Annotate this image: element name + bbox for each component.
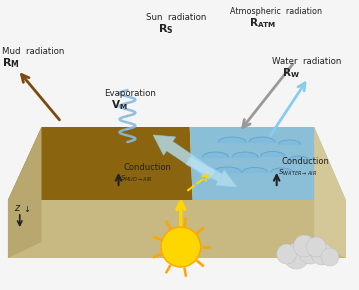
FancyArrow shape: [186, 156, 237, 187]
Polygon shape: [190, 127, 346, 200]
FancyArrow shape: [153, 135, 215, 180]
Circle shape: [306, 237, 326, 257]
Text: $\mathbf{R_S}$: $\mathbf{R_S}$: [158, 22, 174, 36]
Text: Conduction: Conduction: [123, 164, 171, 173]
Text: $S_{WATER \rightarrow AIR}$: $S_{WATER \rightarrow AIR}$: [278, 168, 317, 178]
Text: $\mathbf{R_M}$: $\mathbf{R_M}$: [2, 56, 20, 70]
Text: Evaporation: Evaporation: [104, 90, 155, 99]
Text: Water  radiation: Water radiation: [272, 57, 341, 66]
Circle shape: [293, 235, 315, 257]
Circle shape: [298, 240, 322, 264]
Polygon shape: [8, 200, 346, 258]
Text: $\mathbf{V_M}$: $\mathbf{V_M}$: [111, 98, 127, 112]
Text: Conduction: Conduction: [281, 157, 330, 166]
Text: $\downarrow$: $\downarrow$: [22, 204, 31, 214]
Circle shape: [161, 227, 201, 267]
Circle shape: [311, 243, 333, 265]
Text: $S_{MUD \rightarrow AIR}$: $S_{MUD \rightarrow AIR}$: [120, 174, 152, 184]
Circle shape: [284, 243, 309, 269]
Text: $z$: $z$: [14, 203, 21, 213]
Text: Atmospheric  radiation: Atmospheric radiation: [230, 8, 322, 17]
Polygon shape: [8, 127, 42, 258]
Text: Sun  radiation: Sun radiation: [146, 14, 207, 23]
Circle shape: [321, 248, 339, 266]
Text: Mud  radiation: Mud radiation: [2, 48, 64, 57]
Polygon shape: [314, 127, 346, 258]
Circle shape: [277, 244, 297, 264]
Polygon shape: [8, 127, 193, 200]
Text: $\mathbf{R_W}$: $\mathbf{R_W}$: [281, 66, 299, 80]
Text: $\mathbf{R_{ATM}}$: $\mathbf{R_{ATM}}$: [249, 16, 276, 30]
